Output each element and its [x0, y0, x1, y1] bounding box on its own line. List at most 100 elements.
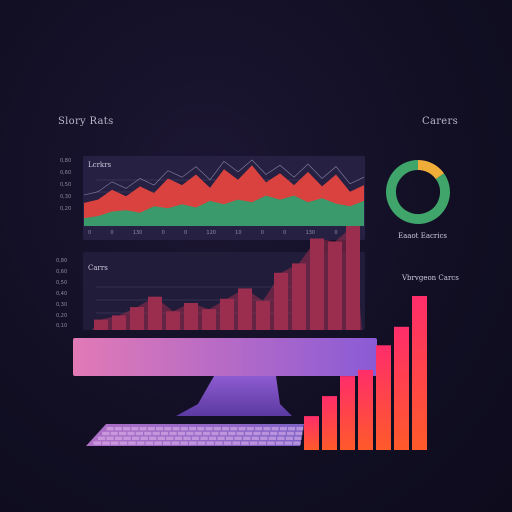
donut-slice	[417, 160, 444, 180]
area-series-1	[84, 195, 364, 226]
keyboard-key	[263, 427, 271, 431]
keyboard-key	[110, 431, 118, 436]
keyboard-key	[205, 427, 213, 431]
keyboard-key	[172, 427, 180, 431]
bar-y-tick: 0,30	[56, 302, 68, 308]
bar-chart-title: Carrs	[88, 264, 108, 272]
area-x-tick: 0	[334, 230, 338, 236]
bar	[166, 311, 180, 330]
keyboard-key	[217, 436, 225, 440]
keyboard-key	[268, 436, 276, 440]
keyboard-key	[253, 431, 261, 436]
keyboard-key	[295, 431, 303, 436]
donut-slice	[386, 160, 450, 224]
keyboard-key	[164, 427, 172, 431]
keyboard-key	[200, 436, 208, 440]
keyboard-key	[249, 441, 258, 445]
keyboard-key	[296, 427, 304, 431]
keyboard-key	[115, 436, 123, 440]
right-bar	[376, 345, 391, 450]
area-x-tick: 10	[235, 230, 242, 236]
area-y-tick: 0,80	[60, 158, 72, 164]
keyboard-key	[169, 431, 177, 436]
area-y-tick: 0,30	[60, 194, 72, 200]
keyboard-key	[131, 427, 139, 431]
area-x-tick: 130	[305, 230, 316, 236]
right-bar	[322, 396, 337, 450]
keyboard-key	[288, 427, 296, 431]
keyboard-key	[208, 436, 217, 440]
keyboard-key	[232, 441, 240, 445]
bar	[292, 263, 306, 330]
bar-y-tick: 0,50	[56, 280, 68, 286]
keyboard-key	[152, 431, 160, 436]
keyboard-key	[180, 427, 188, 431]
right-bar	[340, 376, 355, 450]
keyboard-key	[213, 427, 221, 431]
keyboard-key	[260, 436, 268, 440]
keyboard-key	[294, 436, 302, 440]
donut-caption: Eaaot Eacrics	[398, 232, 448, 240]
bar	[346, 226, 360, 330]
keyboard-key	[215, 441, 223, 445]
keyboard-key	[246, 427, 254, 431]
keyboard-key	[186, 431, 194, 436]
keyboard-key	[132, 436, 140, 440]
keyboard-key	[163, 441, 171, 445]
keyboard-key	[271, 427, 279, 431]
keyboard-key	[203, 431, 211, 436]
keyboard-key	[106, 427, 114, 431]
bar	[184, 303, 198, 330]
keyboard-key	[189, 427, 197, 431]
keyboard-key	[211, 431, 219, 436]
keyboard-key	[230, 427, 238, 431]
bar-y-tick: 0,80	[56, 258, 68, 264]
keyboard-key	[161, 431, 169, 436]
bar	[256, 300, 270, 330]
keyboard-icon	[86, 424, 304, 446]
keyboard-key	[197, 441, 206, 445]
keyboard-key	[285, 436, 294, 440]
keyboard-key	[226, 436, 234, 440]
bars-caption: Vbrvgeon Carcs	[402, 274, 459, 282]
keyboard-key	[270, 431, 278, 436]
keyboard-key	[222, 427, 230, 431]
keyboard-key	[255, 427, 263, 431]
right-bar	[394, 326, 409, 450]
keyboard-key	[228, 431, 236, 436]
area-x-tick: 0	[88, 230, 92, 236]
right-bar	[358, 369, 373, 450]
bar-y-tick: 0,40	[56, 291, 68, 297]
keyboard-key	[106, 436, 114, 440]
keyboard-key	[154, 441, 162, 445]
keyboard-key	[127, 431, 135, 436]
keyboard-key	[147, 427, 155, 431]
keyboard-key	[171, 441, 180, 445]
keyboard-key	[197, 427, 205, 431]
keyboard-key	[223, 441, 232, 445]
area-x-ticks: 0 0 130 0 0 120 10 0 0 130 0 0	[88, 230, 360, 236]
bar	[148, 296, 162, 330]
bar	[274, 272, 288, 330]
keyboard-key	[277, 436, 285, 440]
monitor-bezel	[73, 338, 377, 376]
header-right-title: Carers	[422, 116, 459, 127]
keyboard-key	[93, 441, 101, 445]
bar	[220, 298, 234, 330]
keyboard-key	[183, 436, 191, 440]
bar-chart	[92, 226, 362, 330]
bar-y-tick: 0,10	[56, 323, 68, 329]
area-x-tick: 0	[283, 230, 287, 236]
area-x-tick: 0	[110, 230, 114, 236]
keyboard-key	[140, 436, 148, 440]
keyboard-key	[102, 431, 110, 436]
keyboard-key	[206, 441, 214, 445]
keyboard-key	[234, 436, 242, 440]
monitor-stand	[176, 376, 292, 416]
keyboard-key	[238, 427, 246, 431]
keyboard-key	[286, 431, 295, 436]
header-left-title: Slory Rats	[58, 116, 114, 127]
right-bar	[304, 416, 319, 450]
keyboard-key	[267, 441, 275, 445]
